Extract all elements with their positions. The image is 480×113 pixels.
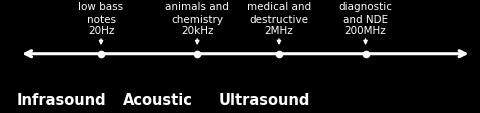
- Text: 2MHz: 2MHz: [264, 26, 293, 36]
- Text: animals and
chemistry: animals and chemistry: [165, 2, 228, 24]
- Text: low bass
notes: low bass notes: [78, 2, 123, 24]
- Text: 200MHz: 200MHz: [344, 26, 385, 36]
- Text: 20Hz: 20Hz: [88, 26, 114, 36]
- Text: 20kHz: 20kHz: [180, 26, 213, 36]
- Text: Infrasound: Infrasound: [17, 92, 106, 107]
- Text: medical and
destructive: medical and destructive: [246, 2, 311, 24]
- Text: diagnostic
and NDE: diagnostic and NDE: [338, 2, 392, 24]
- Text: Ultrasound: Ultrasound: [218, 92, 310, 107]
- Text: Acoustic: Acoustic: [122, 92, 192, 107]
